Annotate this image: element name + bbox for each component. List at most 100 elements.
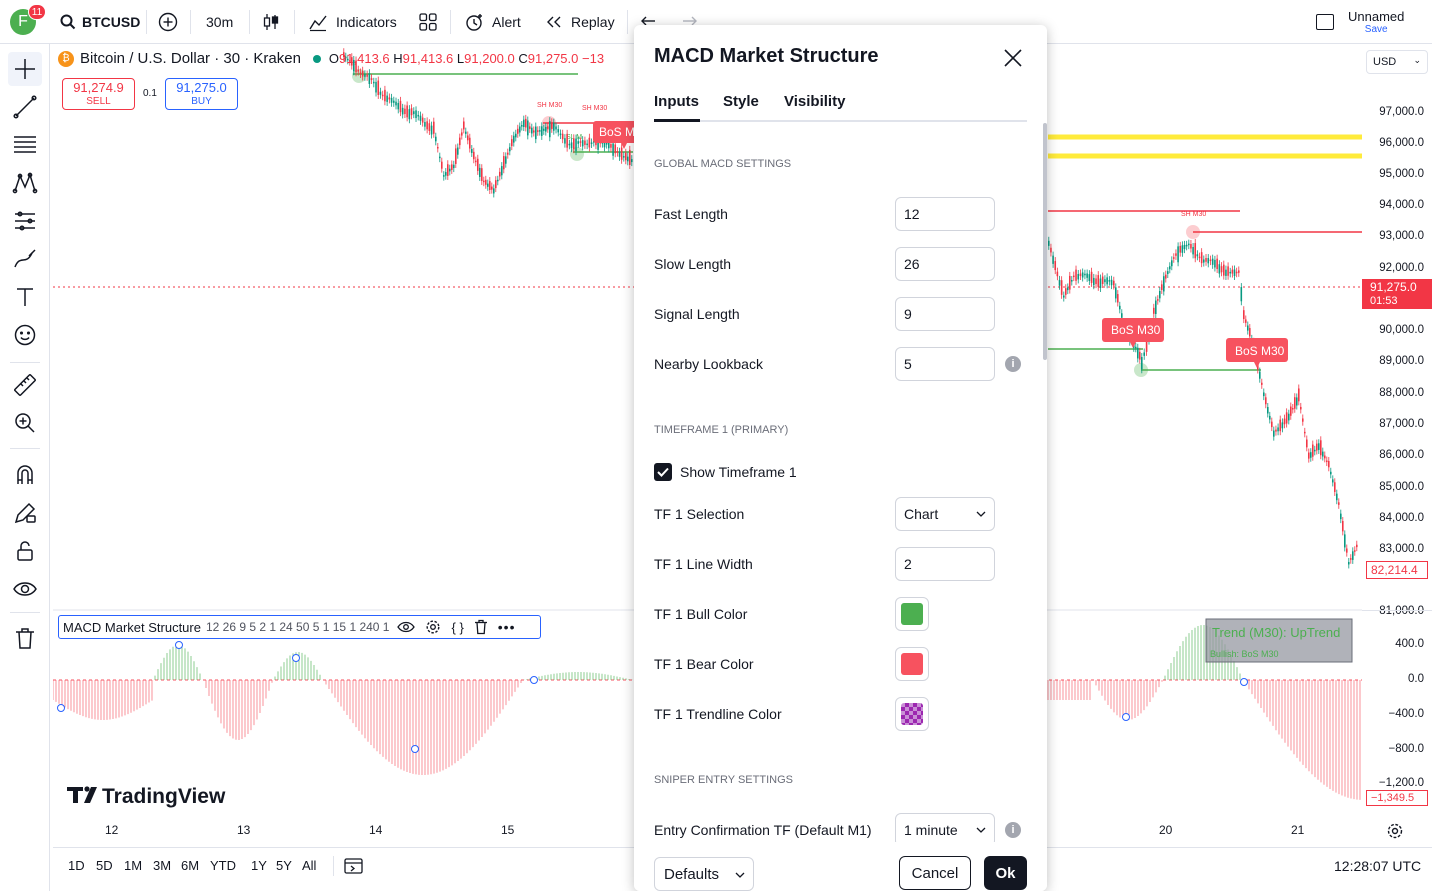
slow-length-input[interactable]: 26 [895,247,995,281]
current-price: 91,275.0 [1370,280,1417,294]
price-tick-label: 85,000.0 [1379,481,1424,493]
layouts-button[interactable] [418,0,438,44]
time-axis[interactable]: 12 13 14 15 20 21 [53,811,1362,847]
brush-tool[interactable] [8,242,42,276]
symbol-title[interactable]: Bitcoin / U.S. Dollar · 30 · Kraken [80,50,301,67]
chart-settings-button[interactable] [1386,822,1404,845]
range-button-6m[interactable]: 6M [181,858,200,873]
ok-button[interactable]: Ok [984,856,1027,890]
tf1-bear-color-label: TF 1 Bear Color [654,656,754,672]
range-button-1d[interactable]: 1D [68,858,85,873]
info-icon[interactable]: i [1005,822,1021,838]
time-tick-label: 13 [237,823,251,837]
indicators-button[interactable]: Indicators [308,0,397,44]
indicator-legend[interactable]: MACD Market Structure 12 26 9 5 2 1 24 5… [58,615,541,639]
stay-drawing-tool[interactable] [8,496,42,530]
tf1-trendline-color-label: TF 1 Trendline Color [654,706,782,722]
open-label: O [328,51,340,66]
buy-button[interactable]: 91,275.0 BUY [165,78,238,110]
layout-name: Unnamed [1348,9,1405,24]
trendline-color-chip [901,703,923,725]
time-tick-label: 21 [1291,823,1305,837]
goto-date-button[interactable] [344,857,364,880]
indicator-name: MACD Market Structure [63,619,201,635]
avatar[interactable]: F 11 [10,0,46,44]
settings-gear-icon[interactable] [425,619,441,635]
trash-icon[interactable] [474,619,488,635]
tf1-line-width-input[interactable]: 2 [895,547,995,581]
remove-drawings-tool[interactable] [8,622,42,656]
zoom-in-icon [15,413,35,433]
dialog-footer: Defaults Cancel Ok [634,842,1047,891]
trendline-tool[interactable] [8,90,42,124]
range-button-ytd[interactable]: YTD [210,858,236,873]
info-icon[interactable]: i [1005,356,1021,372]
section-sniper-entry: SNIPER ENTRY SETTINGS [654,774,793,786]
currency-select[interactable]: USD ⌄ [1366,50,1428,74]
range-button-all[interactable]: All [302,858,317,873]
price-tick-label: 83,000.0 [1379,543,1424,555]
close-icon[interactable] [1002,47,1024,69]
cancel-button[interactable]: Cancel [899,856,971,890]
tf1-bear-color-swatch[interactable] [895,647,929,681]
undo-button[interactable] [640,0,658,44]
forecast-tool[interactable] [8,204,42,238]
alert-button[interactable]: Alert [464,0,521,44]
signal-length-input[interactable]: 9 [895,297,995,331]
redo-button[interactable] [680,0,698,44]
dialog-scrollbar[interactable] [1043,123,1047,360]
lock-drawings-tool[interactable] [8,534,42,568]
zoom-tool[interactable] [8,406,42,440]
text-tool[interactable] [8,280,42,314]
range-button-1y[interactable]: 1Y [251,858,267,873]
time-tick-label: 15 [501,823,515,837]
tab-style[interactable]: Style [723,93,759,110]
magnet-tool[interactable] [8,458,42,492]
source-code-icon[interactable]: { } [451,619,464,635]
measure-tool[interactable] [8,368,42,402]
replay-label: Replay [571,14,615,30]
chart-type-button[interactable] [262,0,280,44]
hide-drawings-tool[interactable] [8,572,42,606]
tf1-line-width-label: TF 1 Line Width [654,556,753,572]
symbol-legend: ₿ Bitcoin / U.S. Dollar · 30 · Kraken O9… [58,50,604,67]
layout-name-button[interactable]: Unnamed Save [1348,9,1404,35]
clock[interactable]: 12:28:07 UTC [1334,858,1422,874]
fib-tool[interactable] [8,128,42,162]
add-circle-icon [158,12,178,32]
emoji-tool[interactable] [8,318,42,352]
symbol-search-button[interactable]: BTCUSD [60,0,140,44]
indicator-params: 12 26 9 5 2 1 24 50 5 1 15 1 240 1 [205,620,390,634]
crosshair-icon [15,59,35,79]
nearby-lookback-input[interactable]: 5 [895,347,995,381]
magnet-icon [17,465,33,484]
range-button-1m[interactable]: 1M [124,858,143,873]
fullscreen-toggle[interactable] [1316,0,1334,44]
tab-visibility[interactable]: Visibility [784,93,846,110]
sh-label: SH M30 [582,105,607,112]
more-options-icon[interactable]: ••• [497,619,516,635]
bos-text: BoS M30 [1235,344,1285,358]
range-button-5y[interactable]: 5Y [276,858,292,873]
pattern-tool[interactable] [8,166,42,200]
sell-button[interactable]: 91,274.9 SELL [62,78,135,110]
range-button-5d[interactable]: 5D [96,858,113,873]
compare-button[interactable] [158,0,178,44]
replay-button[interactable]: Replay [545,0,615,44]
tf1-selection-select[interactable]: Chart [895,497,995,531]
range-button-3m[interactable]: 3M [153,858,172,873]
change-value: −13 [582,51,605,66]
show-tf1-checkbox[interactable] [654,463,672,481]
price-tick-label: 89,000.0 [1379,355,1424,367]
eye-icon[interactable] [397,620,416,634]
tab-inputs[interactable]: Inputs [654,93,699,110]
interval-button[interactable]: 30m [206,0,233,44]
tf1-bull-color-swatch[interactable] [895,597,929,631]
crosshair-tool[interactable] [8,52,42,86]
tf1-trendline-color-swatch[interactable] [895,697,929,731]
defaults-dropdown[interactable]: Defaults [654,857,754,891]
high-value: 91,413.6 [402,51,454,66]
active-tab-indicator [654,119,700,122]
price-axis[interactable]: USD ⌄ 97,000.0 96,000.0 95,000.0 94,000.0 93… [1362,44,1432,811]
fast-length-input[interactable]: 12 [895,197,995,231]
